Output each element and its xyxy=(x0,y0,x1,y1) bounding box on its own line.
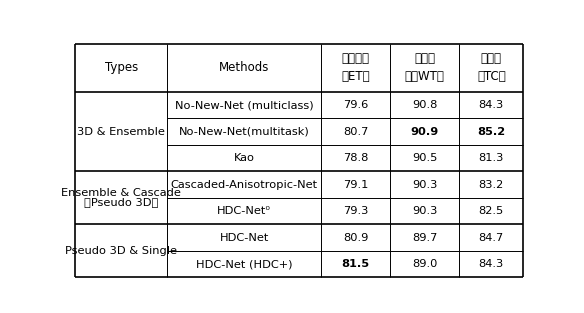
Text: 81.3: 81.3 xyxy=(479,153,504,163)
Text: 84.7: 84.7 xyxy=(479,233,504,243)
Text: No-New-Net (multiclass): No-New-Net (multiclass) xyxy=(175,100,314,110)
Text: 89.7: 89.7 xyxy=(412,233,437,243)
Text: 82.5: 82.5 xyxy=(479,206,504,216)
Text: 81.5: 81.5 xyxy=(342,259,370,269)
Text: 90.9: 90.9 xyxy=(411,126,439,136)
Text: HDC-Net (HDC+): HDC-Net (HDC+) xyxy=(196,259,293,269)
Text: 增强肿瘤: 增强肿瘤 xyxy=(342,52,370,65)
Text: HDC-Net: HDC-Net xyxy=(220,233,269,243)
Text: 84.3: 84.3 xyxy=(479,259,504,269)
Text: Methods: Methods xyxy=(219,61,269,74)
Text: Cascaded-Anisotropic-Net: Cascaded-Anisotropic-Net xyxy=(171,180,318,190)
Text: （TC）: （TC） xyxy=(477,70,506,83)
Text: （Pseudo 3D）: （Pseudo 3D） xyxy=(84,198,158,208)
Text: 78.8: 78.8 xyxy=(343,153,369,163)
Text: Types: Types xyxy=(105,61,138,74)
Text: 83.2: 83.2 xyxy=(479,180,504,190)
Text: 瘤（WT）: 瘤（WT） xyxy=(405,70,444,83)
Text: 79.6: 79.6 xyxy=(343,100,369,110)
Text: 肿瘤核: 肿瘤核 xyxy=(481,52,502,65)
Text: 80.7: 80.7 xyxy=(343,126,369,136)
Text: HDC-Net⁰: HDC-Net⁰ xyxy=(217,206,271,216)
Text: Kao: Kao xyxy=(234,153,255,163)
Text: 84.3: 84.3 xyxy=(479,100,504,110)
Text: Pseudo 3D & Single: Pseudo 3D & Single xyxy=(65,246,178,256)
Text: 85.2: 85.2 xyxy=(477,126,505,136)
Text: 3D & Ensemble: 3D & Ensemble xyxy=(78,126,165,136)
Text: （ET）: （ET） xyxy=(341,70,370,83)
Text: 90.3: 90.3 xyxy=(412,206,437,216)
Text: 整个肿: 整个肿 xyxy=(414,52,435,65)
Text: 90.5: 90.5 xyxy=(412,153,437,163)
Text: No-New-Net(multitask): No-New-Net(multitask) xyxy=(179,126,310,136)
Text: 90.3: 90.3 xyxy=(412,180,437,190)
Text: 79.3: 79.3 xyxy=(343,206,369,216)
Text: 79.1: 79.1 xyxy=(343,180,369,190)
Text: 80.9: 80.9 xyxy=(343,233,369,243)
Text: 90.8: 90.8 xyxy=(412,100,437,110)
Text: 89.0: 89.0 xyxy=(412,259,437,269)
Text: Ensemble & Cascade: Ensemble & Cascade xyxy=(61,188,181,198)
